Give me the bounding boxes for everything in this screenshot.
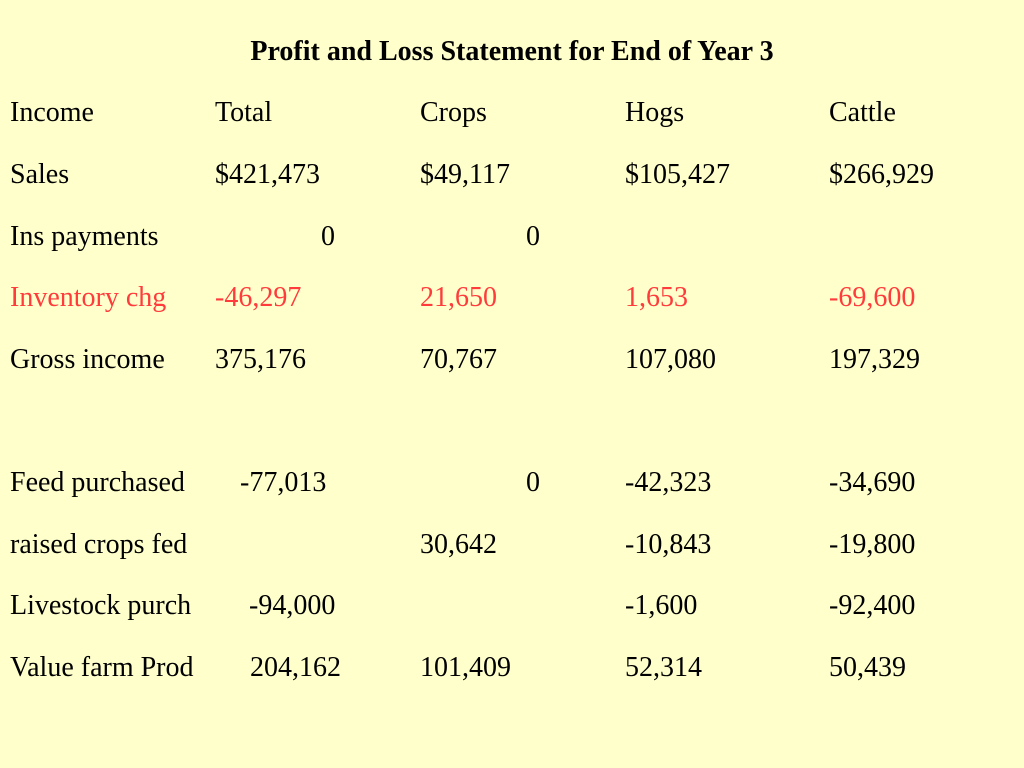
total-value: -94,000 [249, 590, 336, 621]
table-row-inventory-chg: Inventory chg -46,297 21,650 1,653 -69,6… [0, 278, 1024, 318]
row-label: raised crops fed [10, 529, 188, 560]
cattle-value: -19,800 [829, 529, 916, 560]
table-row-ins-payments: Ins payments 0 0 [0, 217, 1024, 257]
hogs-value: -1,600 [625, 590, 698, 621]
cattle-value: 50,439 [829, 652, 906, 683]
row-label: Gross income [10, 344, 165, 375]
table-row-livestock-purch: Livestock purch -94,000 -1,600 -92,400 [0, 586, 1024, 626]
crops-value: $49,117 [420, 159, 510, 190]
table-row-feed-purchased: Feed purchased -77,013 0 -42,323 -34,690 [0, 463, 1024, 503]
crops-value: 101,409 [420, 652, 511, 683]
total-value: -77,013 [240, 467, 327, 498]
crops-value: 70,767 [420, 344, 497, 375]
table-row-sales: Sales $421,473 $49,117 $105,427 $266,929 [0, 155, 1024, 195]
cattle-value: -92,400 [829, 590, 916, 621]
header-cattle: Cattle [829, 97, 896, 128]
row-label: Feed purchased [10, 467, 185, 498]
row-label: Ins payments [10, 221, 159, 252]
row-label: Sales [10, 159, 70, 190]
hogs-value: -10,843 [625, 529, 712, 560]
header-hogs: Hogs [625, 97, 685, 128]
crops-value: 21,650 [420, 282, 497, 313]
cattle-value: 197,329 [829, 344, 920, 375]
total-value: 375,176 [215, 344, 306, 375]
table-row-gross-income: Gross income 375,176 70,767 107,080 197,… [0, 340, 1024, 380]
total-value: -46,297 [215, 282, 302, 313]
hogs-value: -42,323 [625, 467, 712, 498]
row-label: Livestock purch [10, 590, 192, 621]
table-header-row: Income Total Crops Hogs Cattle [0, 93, 1024, 133]
header-income: Income [10, 97, 94, 128]
hogs-value: $105,427 [625, 159, 730, 190]
total-value: 0 [321, 221, 335, 252]
total-value: 204,162 [250, 652, 341, 683]
header-total: Total [215, 97, 273, 128]
cattle-value: $266,929 [829, 159, 934, 190]
hogs-value: 52,314 [625, 652, 702, 683]
crops-value: 0 [526, 221, 540, 252]
header-crops: Crops [420, 97, 487, 128]
hogs-value: 107,080 [625, 344, 716, 375]
cattle-value: -34,690 [829, 467, 916, 498]
row-label: Inventory chg [10, 282, 167, 313]
row-label: Value farm Prod [10, 652, 194, 683]
crops-value: 30,642 [420, 529, 497, 560]
table-row-raised-crops-fed: raised crops fed 30,642 -10,843 -19,800 [0, 525, 1024, 565]
crops-value: 0 [526, 467, 540, 498]
table-row-value-farm-prod: Value farm Prod 204,162 101,409 52,314 5… [0, 648, 1024, 688]
page-title: Profit and Loss Statement for End of Yea… [250, 36, 774, 67]
cattle-value: -69,600 [829, 282, 916, 313]
hogs-value: 1,653 [625, 282, 688, 313]
total-value: $421,473 [215, 159, 320, 190]
